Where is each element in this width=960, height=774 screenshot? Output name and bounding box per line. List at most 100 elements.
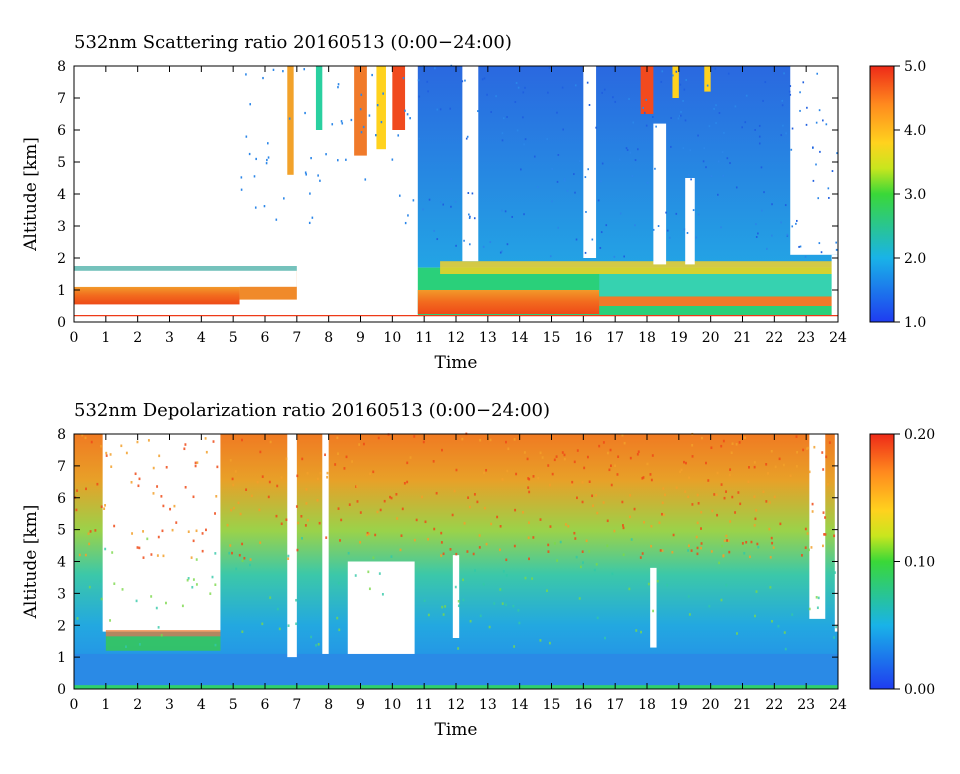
speckle	[478, 534, 481, 537]
speckle	[187, 577, 190, 580]
speckle	[772, 546, 775, 549]
x-tick-label: 0	[70, 330, 79, 346]
speckle	[729, 468, 732, 471]
speckle	[364, 178, 367, 181]
speckle	[266, 158, 268, 162]
y-tick-label: 1	[57, 283, 66, 299]
speckle	[629, 456, 632, 460]
yellow-layer-top	[440, 261, 838, 274]
speckle	[689, 149, 692, 152]
speckle	[450, 205, 452, 208]
colorbar-tick-label: 0.20	[904, 427, 935, 443]
speckle	[783, 631, 786, 634]
speckle	[375, 134, 377, 137]
speckle	[661, 512, 663, 516]
speckle	[229, 459, 232, 462]
speckle	[441, 448, 443, 452]
speckle	[706, 84, 709, 87]
speckle	[506, 243, 509, 246]
speckle	[822, 544, 824, 548]
clear-7-8h	[322, 434, 329, 654]
speckle	[285, 457, 288, 460]
speckle	[761, 209, 763, 212]
cirrus-streak-8	[704, 66, 711, 92]
speckle	[372, 470, 375, 474]
speckle	[187, 530, 190, 534]
speckle	[317, 174, 319, 177]
speckle	[549, 255, 552, 258]
speckle	[661, 549, 664, 552]
speckle	[194, 464, 197, 468]
speckle	[824, 533, 827, 536]
speckle	[807, 446, 810, 450]
speckle	[822, 119, 824, 122]
speckle	[326, 475, 329, 479]
speckle	[371, 73, 373, 77]
speckle	[548, 66, 551, 69]
colorbar-gradient	[869, 65, 895, 323]
speckle	[650, 524, 653, 528]
speckle	[680, 110, 682, 113]
speckle	[372, 556, 375, 560]
speckle	[229, 544, 232, 547]
speckle	[758, 142, 761, 145]
speckle	[304, 111, 306, 115]
speckle	[547, 550, 550, 553]
speckle	[675, 486, 678, 489]
speckle	[650, 478, 653, 482]
speckle	[296, 474, 299, 478]
speckle	[716, 471, 719, 475]
speckle	[76, 489, 78, 492]
speckle	[382, 92, 384, 95]
clear-8-10h	[347, 561, 415, 654]
speckle	[440, 531, 443, 535]
speckle	[259, 450, 262, 454]
speckle	[537, 476, 540, 480]
speckle	[404, 109, 406, 112]
speckle	[191, 585, 194, 589]
speckle	[517, 86, 520, 89]
speckle	[700, 510, 703, 514]
speckle	[439, 108, 442, 111]
speckle	[546, 138, 548, 140]
speckle	[205, 450, 208, 454]
x-tick-label: 3	[165, 697, 174, 713]
speckle	[444, 605, 447, 608]
speckle	[553, 542, 556, 545]
x-tick-label: 20	[702, 330, 720, 346]
speckle	[588, 480, 591, 483]
speckle	[478, 546, 481, 549]
speckle	[354, 574, 357, 577]
speckle	[786, 233, 789, 236]
speckle	[688, 613, 691, 616]
speckle	[606, 451, 609, 455]
speckle	[121, 588, 124, 591]
speckle	[798, 245, 800, 248]
speckle	[401, 507, 404, 511]
y-tick-label: 1	[57, 650, 66, 666]
speckle	[780, 134, 783, 137]
speckle	[376, 510, 379, 514]
speckle	[228, 551, 231, 555]
speckle	[710, 175, 713, 178]
speckle	[657, 225, 660, 227]
speckle	[539, 451, 542, 455]
speckle	[358, 443, 361, 446]
speckle	[501, 209, 503, 212]
speckle	[263, 205, 266, 208]
speckle	[241, 630, 244, 634]
speckle	[413, 538, 416, 542]
speckle	[156, 554, 159, 557]
speckle	[679, 83, 682, 86]
speckle	[547, 91, 549, 94]
speckle	[723, 539, 726, 543]
y-tick-label: 0	[57, 315, 66, 331]
speckle	[319, 179, 321, 182]
speckle	[337, 86, 339, 89]
speckle	[790, 148, 793, 151]
speckle	[142, 530, 145, 533]
y-axis: 0 1 2 3 4 5 6 7 8	[57, 59, 838, 331]
speckle	[808, 607, 811, 611]
speckle	[403, 481, 406, 485]
speckle	[632, 121, 635, 124]
